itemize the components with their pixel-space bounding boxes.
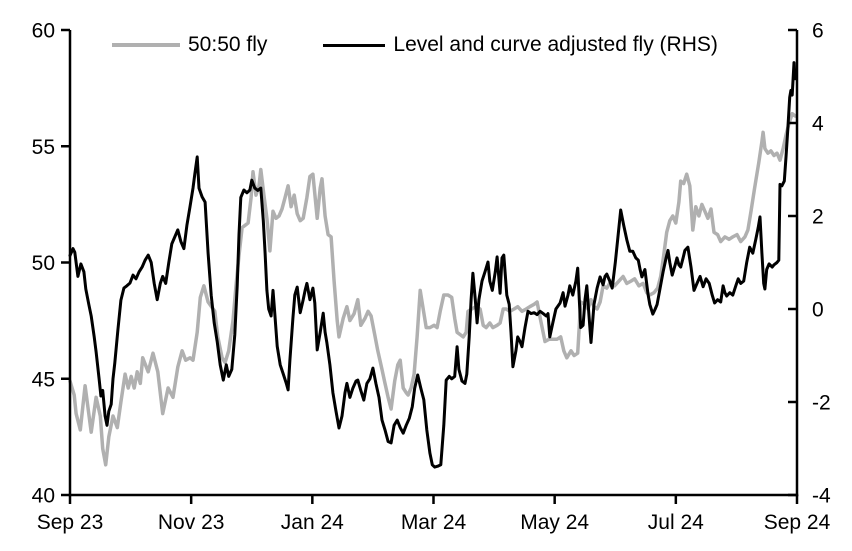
y-left-tick-label: 55 — [32, 136, 55, 159]
x-tick-label: Sep 24 — [764, 511, 831, 534]
y-right-tick-label: -2 — [812, 392, 831, 415]
y-left-tick-label: 40 — [32, 485, 55, 508]
y-right-tick-label: 4 — [812, 113, 824, 136]
x-tick-label: Sep 23 — [37, 511, 104, 534]
x-tick-label: Nov 23 — [158, 511, 225, 534]
chart-legend: 50:50 fly Level and curve adjusted fly (… — [112, 33, 718, 57]
legend-item-adjusted-fly: Level and curve adjusted fly (RHS) — [323, 33, 718, 57]
y-right-tick-label: 6 — [812, 20, 824, 43]
y-right-tick-label: 2 — [812, 206, 824, 229]
legend-label-5050-fly: 50:50 fly — [188, 33, 268, 56]
x-tick-label: Jan 24 — [281, 511, 344, 534]
series-line-5050-fly — [68, 111, 797, 467]
x-tick-label: May 24 — [520, 511, 589, 534]
y-left-tick-label: 50 — [32, 252, 55, 275]
y-left-tick-label: 60 — [32, 20, 55, 43]
series-line-adjusted-fly — [68, 61, 797, 469]
black-line-swatch — [323, 43, 386, 47]
y-right-tick-label: -4 — [812, 485, 831, 508]
legend-item-5050-fly: 50:50 fly — [112, 33, 267, 57]
legend-label-adjusted-fly: Level and curve adjusted fly (RHS) — [393, 33, 718, 56]
x-tick-label: Mar 24 — [401, 511, 467, 534]
y-left-tick-label: 45 — [32, 368, 55, 391]
gray-line-swatch — [112, 43, 180, 47]
y-right-tick-label: 0 — [812, 299, 824, 322]
x-tick-label: Jul 24 — [648, 511, 704, 534]
